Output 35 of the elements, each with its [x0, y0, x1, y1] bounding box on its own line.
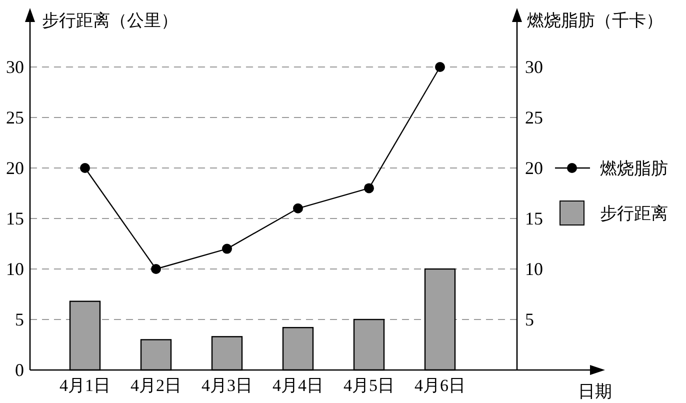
point — [151, 264, 161, 274]
bar — [140, 339, 172, 371]
y2-tick-label: 15 — [525, 208, 543, 228]
point — [435, 62, 445, 72]
x-tick-label: 4月2日 — [130, 376, 182, 395]
x-tick-label: 4月6日 — [414, 376, 466, 395]
bar — [211, 336, 243, 371]
y-tick-label: 15 — [6, 208, 24, 228]
y2-tick-label: 5 — [525, 310, 534, 330]
legend-label: 步行距离 — [600, 204, 668, 223]
y-tick-label: 20 — [6, 158, 24, 178]
y2-tick-label: 10 — [525, 259, 543, 279]
point — [222, 244, 232, 254]
y2-tick-label: 25 — [525, 108, 543, 128]
point — [80, 163, 90, 173]
y-tick-label: 0 — [15, 360, 24, 380]
x-tick-label: 4月5日 — [344, 376, 394, 395]
legend-燃烧脂肪: 燃烧脂肪 — [555, 159, 668, 178]
y2-axis-title: 燃烧脂肪（千卡） — [527, 11, 663, 30]
point — [364, 183, 374, 194]
y-tick-label: 5 — [15, 310, 24, 330]
x-axis-title: 日期 — [578, 382, 612, 401]
y2-tick-label: 30 — [525, 57, 543, 77]
x-tick-label: 4月3日 — [202, 376, 252, 395]
y-tick-label: 10 — [6, 259, 24, 279]
x-tick-label: 4月1日 — [60, 376, 110, 395]
y-tick-label: 30 — [6, 57, 24, 77]
point — [293, 203, 303, 214]
legend-步行距离: 步行距离 — [560, 200, 668, 226]
y2-tick-label: 20 — [525, 158, 543, 178]
legend-label: 燃烧脂肪 — [600, 159, 668, 178]
x-tick-label: 4月4日 — [272, 376, 324, 395]
y-axis-title: 步行距离（公里） — [42, 11, 178, 30]
y-tick-label: 25 — [6, 108, 24, 128]
bar — [282, 326, 314, 371]
